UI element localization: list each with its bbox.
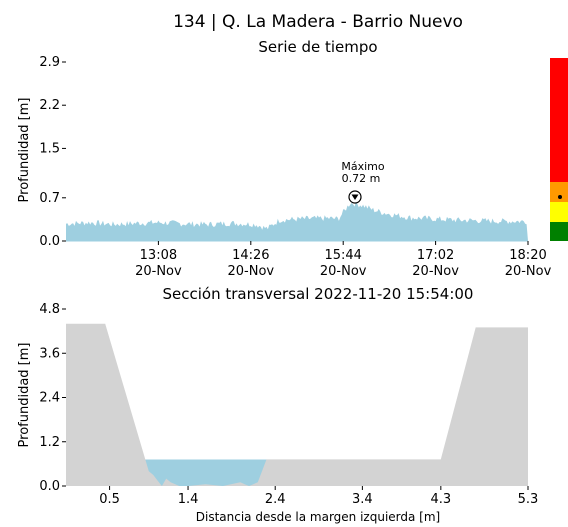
sec-xtick-label: 2.4: [265, 492, 286, 507]
ts-ytick-label: 2.9: [39, 55, 60, 70]
ts-ytick-label: 1.5: [39, 141, 60, 156]
max-annotation-value: 0.72 m: [342, 172, 381, 185]
section-ground: [66, 323, 528, 486]
alert-orange: [550, 182, 568, 202]
sec-ytick-label: 2.4: [39, 391, 60, 406]
ts-ytick-label: 2.2: [39, 98, 60, 113]
sec-xtick-label: 0.5: [99, 492, 120, 507]
section-yticks: 0.0 1.2 2.4 3.6 4.8: [39, 302, 66, 494]
max-annotation-label: Máximo: [341, 160, 385, 173]
sec-xtick-label: 5.3: [518, 492, 539, 507]
ts-ytick-label: 0.0: [39, 234, 60, 249]
section-ylabel: Profundidad [m]: [17, 343, 32, 448]
max-marker-triangle-icon: [351, 194, 359, 200]
ts-xtick-date: 20-Nov: [412, 264, 459, 279]
alert-green: [550, 222, 568, 241]
ts-xtick-time: 13:08: [140, 248, 177, 263]
section-title: Sección transversal 2022-11-20 15:54:00: [163, 285, 474, 303]
timeseries-area: [66, 201, 528, 241]
timeseries-xticks: 13:0820-Nov14:2620-Nov15:4420-Nov17:0220…: [135, 241, 552, 279]
sec-ytick-label: 4.8: [39, 302, 60, 317]
ts-xtick-time: 15:44: [324, 248, 361, 263]
ts-xtick-date: 20-Nov: [320, 264, 367, 279]
ts-xtick-date: 20-Nov: [135, 264, 182, 279]
alert-yellow: [550, 202, 568, 222]
ts-xtick-date: 20-Nov: [227, 264, 274, 279]
sec-xtick-label: 1.4: [178, 492, 199, 507]
ts-xtick-date: 20-Nov: [505, 264, 552, 279]
timeseries-ylabel: Profundidad [m]: [17, 98, 32, 203]
sec-xtick-label: 3.4: [352, 492, 373, 507]
current-level-dot-icon: [558, 195, 562, 199]
chart-title: 134 | Q. La Madera - Barrio Nuevo: [173, 12, 463, 32]
section-xlabel: Distancia desde la margen izquierda [m]: [196, 510, 440, 524]
sec-ytick-label: 1.2: [39, 435, 60, 450]
timeseries-yticks: 0.0 0.7 1.5 2.2 2.9: [39, 55, 66, 249]
ts-xtick-time: 17:02: [417, 248, 454, 263]
timeseries-panel: Serie de tiempo Profundidad [m] 0.0 0.7 1.…: [17, 38, 568, 279]
ts-xtick-time: 14:26: [232, 248, 269, 263]
sec-xtick-label: 4.3: [430, 492, 451, 507]
section-panel: Sección transversal 2022-11-20 15:54:00 …: [17, 285, 538, 524]
alert-scale: [550, 58, 568, 241]
ts-xtick-time: 18:20: [509, 248, 546, 263]
sec-ytick-label: 3.6: [39, 346, 60, 361]
ts-ytick-label: 0.7: [39, 191, 60, 206]
timeseries-subtitle: Serie de tiempo: [258, 38, 377, 56]
max-annotation: Máximo 0.72 m: [341, 160, 385, 204]
alert-red: [550, 58, 568, 182]
sec-ytick-label: 0.0: [39, 479, 60, 494]
section-xticks: 0.5 1.4 2.4 3.4 4.3 5.3: [99, 486, 538, 507]
